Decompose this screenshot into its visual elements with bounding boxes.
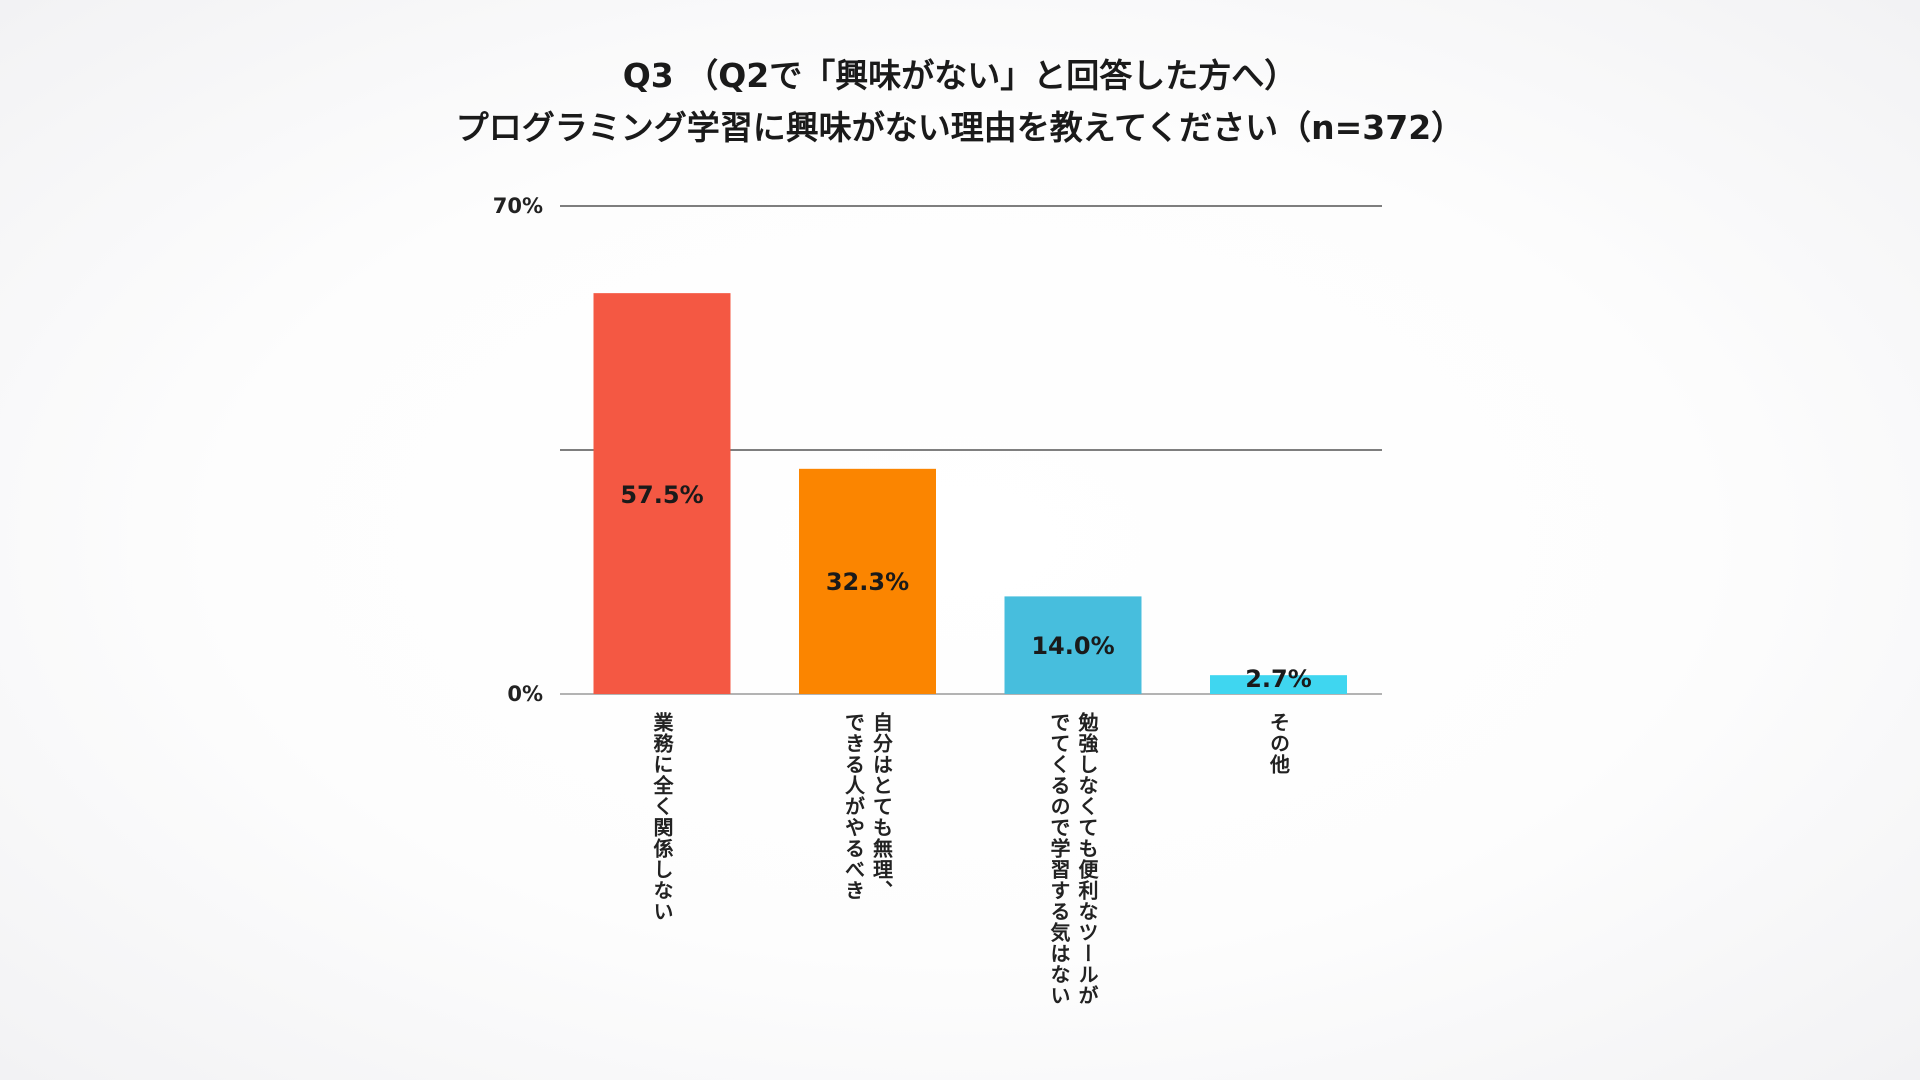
bar-2 [799, 468, 936, 694]
chart-title: Q3 （Q2で「興味がない」と回答した方へ） [622, 56, 1298, 95]
y-tick-label-0: 0% [507, 682, 543, 706]
category-label-3-line-2: でてくるので学習する気はない [1047, 712, 1071, 1006]
chart-subtitle: プログラミング学習に興味がない理由を教えてください（n=372） [455, 108, 1465, 147]
category-label-4-line-1: その他 [1266, 712, 1291, 775]
category-label-3: 勉強しなくても便利なツールが でてくるので学習する気はない [1045, 712, 1101, 1006]
bar-3 [1004, 596, 1142, 694]
category-label-4: その他 [1265, 712, 1293, 775]
category-label-2: 自分はとても無理、 できる人がやるべき [840, 712, 896, 901]
value-label-4: 2.7% [1245, 665, 1312, 693]
bar-4 [1210, 675, 1347, 694]
value-label-1: 57.5% [620, 481, 703, 509]
bar-1 [593, 293, 731, 694]
category-label-2-line-1: 自分はとても無理、 [869, 712, 894, 901]
category-label-2-line-2: できる人がやるべき [841, 712, 866, 901]
y-tick-label-2: 70% [493, 194, 543, 218]
value-label-3: 14.0% [1031, 632, 1114, 660]
category-label-1: 業務に全く関係しない [648, 712, 676, 922]
value-label-2: 32.3% [826, 568, 909, 596]
category-label-1-line-1: 業務に全く関係しない [650, 712, 674, 922]
category-label-3-line-1: 勉強しなくても便利なツールが [1075, 712, 1099, 1006]
